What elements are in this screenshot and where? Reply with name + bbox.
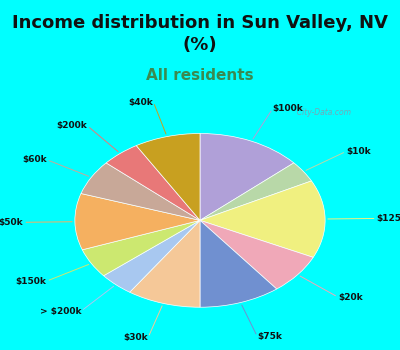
- Wedge shape: [200, 220, 277, 307]
- Wedge shape: [200, 133, 294, 220]
- Text: City-Data.com: City-Data.com: [292, 108, 351, 117]
- Text: $10k: $10k: [346, 147, 371, 156]
- Text: $30k: $30k: [124, 333, 148, 342]
- Wedge shape: [75, 194, 200, 250]
- Text: $60k: $60k: [22, 155, 46, 164]
- Text: $100k: $100k: [273, 104, 304, 113]
- Text: Income distribution in Sun Valley, NV
(%): Income distribution in Sun Valley, NV (%…: [12, 14, 388, 54]
- Text: $20k: $20k: [338, 293, 362, 302]
- Text: $125k: $125k: [377, 214, 400, 223]
- Wedge shape: [104, 220, 200, 292]
- Wedge shape: [81, 163, 200, 220]
- Text: $75k: $75k: [257, 332, 282, 341]
- Wedge shape: [82, 220, 200, 276]
- Wedge shape: [136, 133, 200, 220]
- Text: $150k: $150k: [16, 276, 46, 286]
- Text: > $200k: > $200k: [40, 307, 81, 316]
- Text: $50k: $50k: [0, 218, 23, 227]
- Wedge shape: [200, 181, 325, 257]
- Text: $200k: $200k: [57, 121, 88, 130]
- Wedge shape: [200, 220, 313, 289]
- Wedge shape: [130, 220, 200, 307]
- Text: All residents: All residents: [146, 68, 254, 83]
- Wedge shape: [106, 146, 200, 220]
- Text: $40k: $40k: [129, 98, 153, 106]
- Wedge shape: [200, 163, 312, 220]
